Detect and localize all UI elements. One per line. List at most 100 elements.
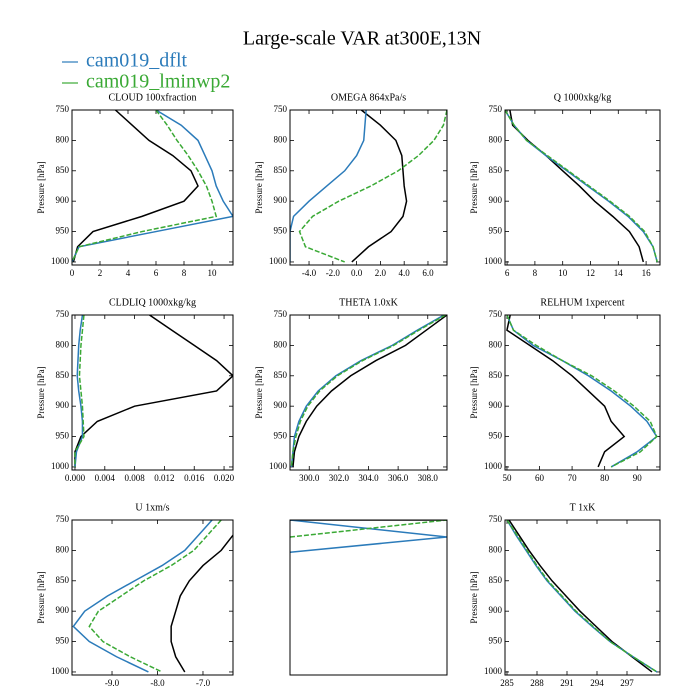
y-tick-label: 850 (56, 370, 70, 380)
panel-title: U 1xm/s (135, 502, 169, 513)
y-tick-label: 900 (56, 400, 70, 410)
y-tick-label: 950 (56, 226, 70, 236)
y-axis-label: Pressure [hPa] (254, 161, 264, 213)
x-tick-label: -2.0 (326, 268, 341, 278)
series-line (74, 315, 85, 467)
y-axis-label: Pressure [hPa] (469, 571, 479, 623)
series-line (298, 110, 447, 263)
y-tick-label: 1000 (51, 256, 70, 266)
y-tick-label: 1000 (51, 461, 70, 471)
plot-frame (71, 519, 234, 676)
legend-label: cam019_lminwp2 (86, 71, 230, 93)
x-tick-label: -7.0 (196, 678, 211, 688)
y-tick-label: 800 (56, 339, 70, 349)
x-tick-label: 10 (558, 268, 568, 278)
x-tick-label: 0.008 (124, 473, 145, 483)
x-tick-label: 294 (590, 678, 604, 688)
plot-frame (71, 109, 234, 266)
x-tick-label: 0.020 (214, 473, 235, 483)
panel-title: THETA 1.0xK (339, 297, 398, 308)
x-tick-label: 60 (535, 473, 545, 483)
plot-frame (289, 314, 448, 471)
plot-frame (71, 314, 234, 471)
x-tick-label: 0.004 (95, 473, 116, 483)
y-tick-label: 1000 (484, 256, 503, 266)
series-line (290, 315, 445, 468)
x-tick-label: 4 (126, 268, 131, 278)
panel-title: T 1xK (570, 502, 596, 513)
x-tick-label: 80 (600, 473, 610, 483)
series-line (290, 315, 446, 468)
series-line (290, 520, 447, 553)
y-tick-label: 1000 (484, 666, 503, 676)
y-tick-label: 750 (56, 309, 70, 319)
series-line (290, 110, 367, 262)
x-tick-label: 300.0 (299, 473, 320, 483)
y-tick-label: 950 (274, 431, 288, 441)
x-tick-label: 14 (614, 268, 624, 278)
series-line (74, 315, 233, 467)
x-tick-label: -8.0 (150, 678, 165, 688)
x-tick-label: 0.0 (351, 268, 363, 278)
x-tick-label: 4.0 (399, 268, 411, 278)
y-tick-label: 750 (489, 104, 503, 114)
y-axis-label: Pressure [hPa] (469, 161, 479, 213)
y-tick-label: 800 (489, 544, 503, 554)
series-line (506, 520, 658, 673)
y-axis-label: Pressure [hPa] (36, 366, 46, 418)
y-tick-label: 800 (56, 134, 70, 144)
x-tick-label: 8 (533, 268, 538, 278)
y-tick-label: 750 (56, 514, 70, 524)
x-tick-label: 0.000 (65, 473, 86, 483)
x-tick-label: 297 (620, 678, 634, 688)
y-tick-label: 900 (274, 195, 288, 205)
y-tick-label: 800 (274, 339, 288, 349)
y-axis-label: Pressure [hPa] (36, 571, 46, 623)
x-tick-label: 302.0 (329, 473, 350, 483)
y-tick-label: 1000 (269, 256, 288, 266)
legend-label: cam019_dflt (86, 50, 188, 72)
x-tick-label: 0.016 (184, 473, 205, 483)
y-tick-label: 750 (274, 104, 288, 114)
series-line (72, 110, 233, 263)
y-tick-label: 950 (489, 431, 503, 441)
x-tick-label: 2.0 (375, 268, 387, 278)
x-tick-label: 6.0 (422, 268, 434, 278)
x-tick-label: 6 (154, 268, 159, 278)
y-tick-label: 950 (489, 226, 503, 236)
y-tick-label: 1000 (51, 666, 70, 676)
x-tick-label: 306.0 (388, 473, 409, 483)
y-tick-label: 850 (489, 575, 503, 585)
y-tick-label: 850 (489, 370, 503, 380)
y-axis-label: Pressure [hPa] (36, 161, 46, 213)
y-tick-label: 800 (489, 134, 503, 144)
x-tick-label: 285 (500, 678, 514, 688)
y-axis-label: Pressure [hPa] (469, 366, 479, 418)
y-tick-label: 850 (56, 165, 70, 175)
series-line (72, 520, 213, 673)
plot-frame (289, 109, 448, 266)
x-tick-label: 90 (633, 473, 643, 483)
panel-title: CLDLIQ 1000xkg/kg (109, 297, 196, 308)
y-tick-label: 900 (56, 605, 70, 615)
panel-title: OMEGA 864xPa/s (331, 92, 406, 103)
y-tick-label: 800 (56, 544, 70, 554)
plot-frame (504, 314, 661, 471)
x-tick-label: 8 (182, 268, 187, 278)
x-tick-label: -4.0 (302, 268, 317, 278)
x-tick-label: 0 (70, 268, 75, 278)
y-tick-label: 950 (274, 226, 288, 236)
y-axis-label: Pressure [hPa] (254, 366, 264, 418)
y-tick-label: 850 (56, 575, 70, 585)
y-tick-label: 1000 (269, 461, 288, 471)
x-tick-label: 308.0 (418, 473, 439, 483)
x-tick-label: 291 (560, 678, 574, 688)
series-line (72, 110, 218, 263)
x-tick-label: 288 (530, 678, 544, 688)
y-tick-label: 900 (489, 605, 503, 615)
series-line (506, 315, 658, 468)
plot-frame (504, 109, 661, 266)
chart-title: Large-scale VAR at300E,13N (243, 28, 481, 50)
x-tick-label: 70 (568, 473, 578, 483)
